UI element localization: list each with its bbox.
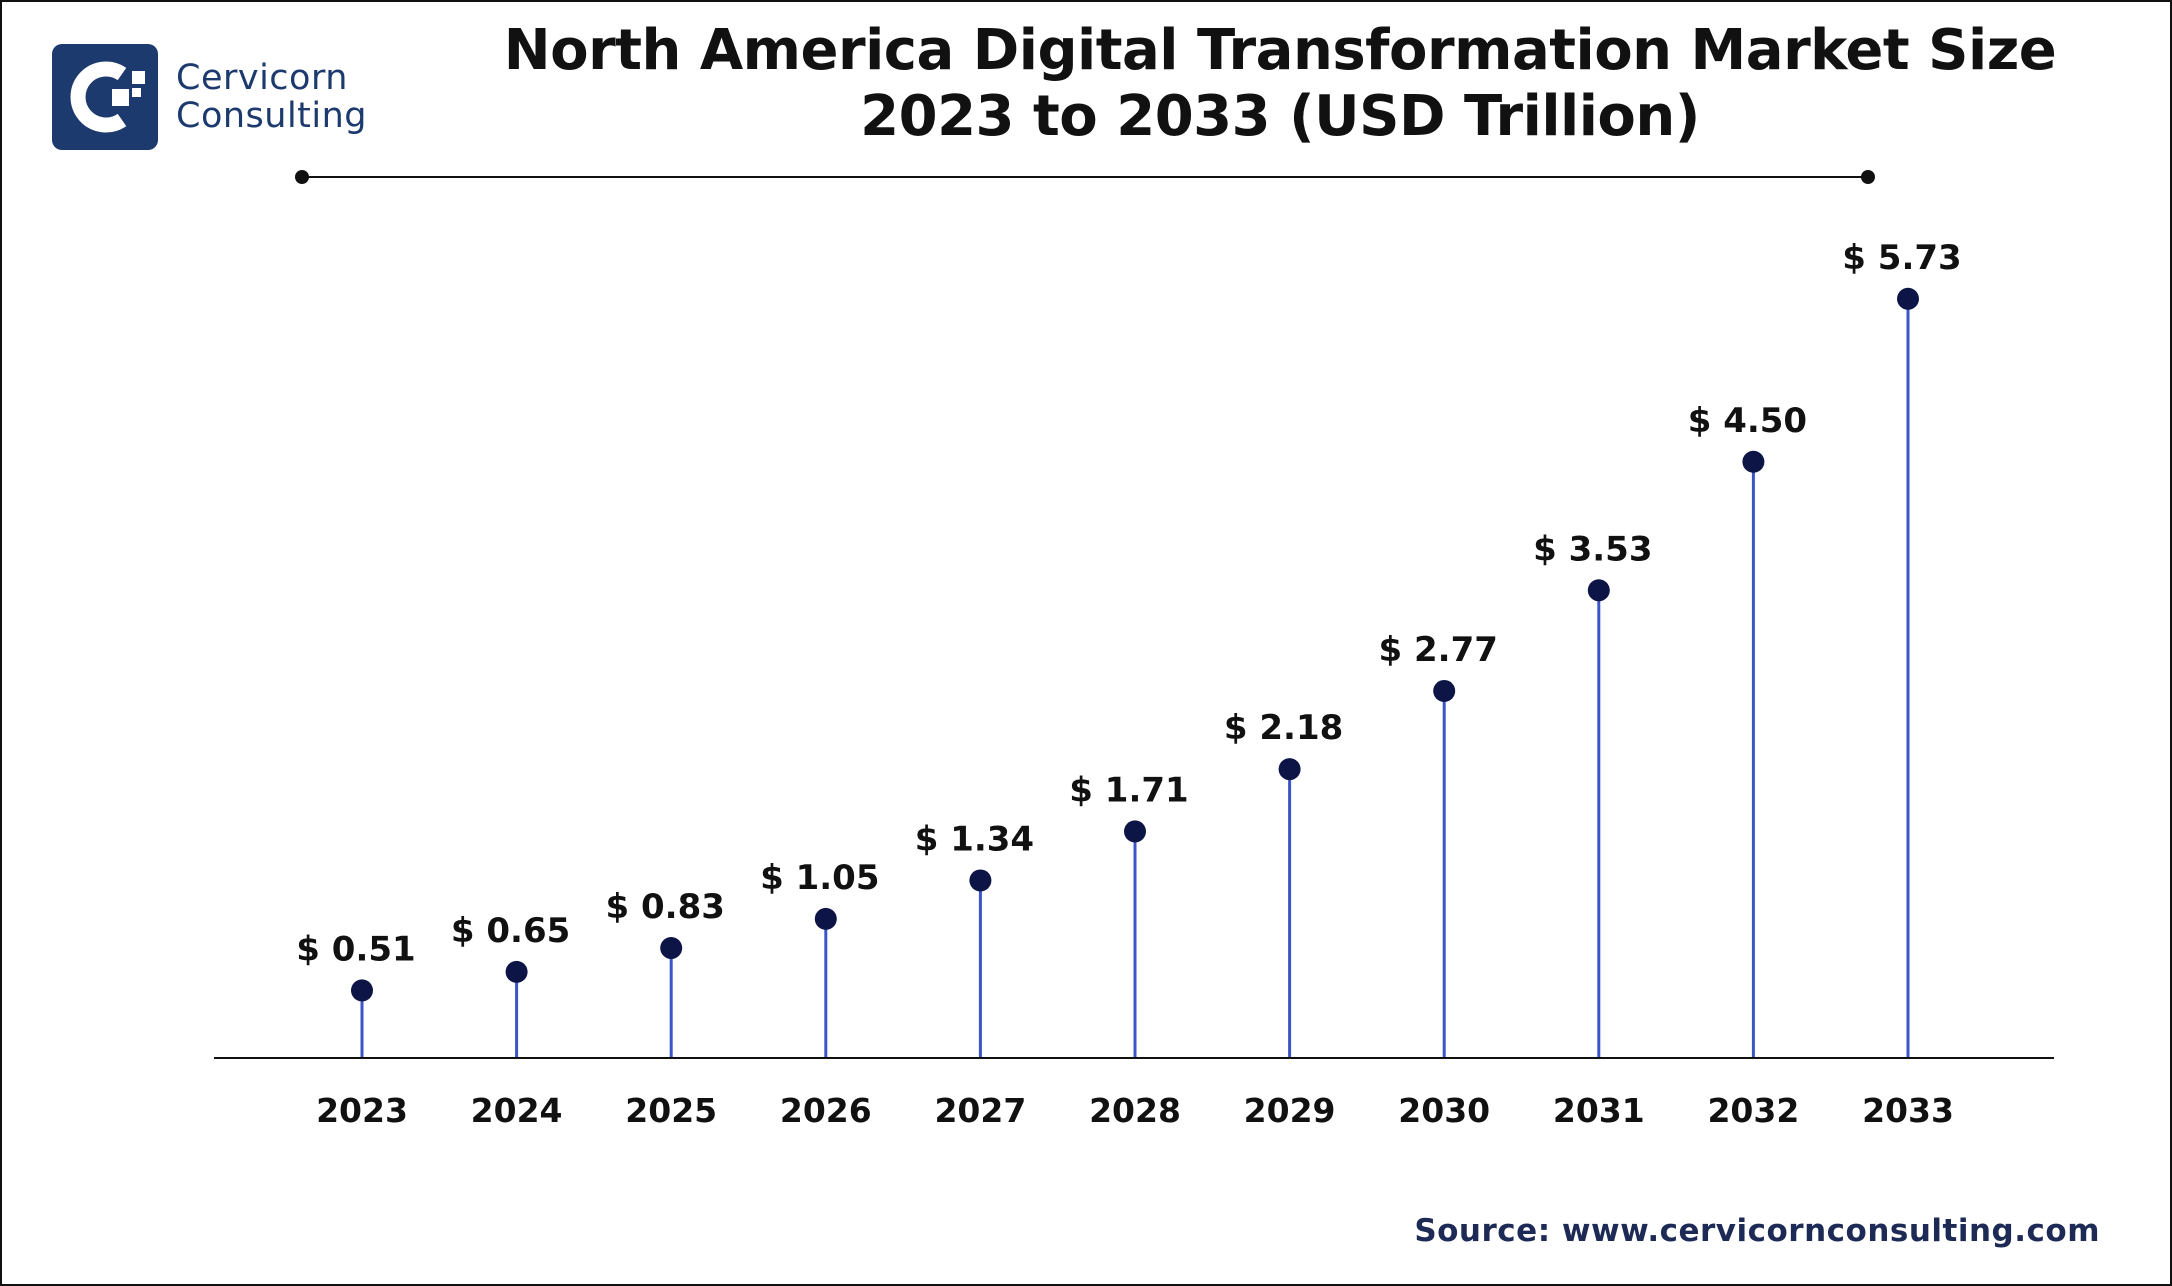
marker-2025	[660, 937, 683, 960]
data-label-2032: $ 4.50	[1688, 401, 1807, 441]
marker-2031	[1587, 579, 1610, 602]
x-tick-label-2033: 2033	[1862, 1091, 1954, 1130]
data-label-2030: $ 2.77	[1379, 630, 1498, 670]
brand-name-line2: Consulting	[176, 96, 368, 136]
data-label-2033: $ 5.73	[1842, 238, 1961, 278]
marker-2027	[969, 869, 992, 892]
x-tick-label-2024: 2024	[471, 1091, 563, 1130]
marker-2024	[505, 960, 528, 983]
x-tick-label-2032: 2032	[1707, 1091, 1799, 1130]
cervicorn-logo-icon	[52, 44, 158, 150]
x-tick-label-2031: 2031	[1553, 1091, 1645, 1130]
marker-2028	[1124, 820, 1146, 843]
x-tick-label-2025: 2025	[625, 1091, 717, 1130]
marker-2023	[351, 979, 373, 1002]
data-label-2023: $ 0.51	[296, 929, 415, 969]
source-note: Source: www.cervicornconsulting.com	[1414, 1213, 2100, 1249]
brand-name-line1: Cervicorn	[176, 58, 348, 98]
data-label-2027: $ 1.34	[915, 819, 1034, 859]
title-divider-dot-right	[1861, 170, 1875, 184]
x-tick-label-2029: 2029	[1244, 1091, 1336, 1130]
chart-title-line2: 2023 to 2033 (USD Trillion)	[860, 84, 1700, 149]
marker-2032	[1742, 450, 1765, 473]
x-tick-label-2023: 2023	[316, 1091, 408, 1130]
data-label-2024: $ 0.65	[451, 911, 570, 951]
marker-2029	[1278, 758, 1301, 781]
data-label-2029: $ 2.18	[1224, 708, 1343, 748]
marker-2026	[814, 907, 837, 930]
data-label-2031: $ 3.53	[1533, 529, 1652, 569]
data-label-2028: $ 1.71	[1069, 770, 1188, 810]
marker-2030	[1433, 679, 1456, 702]
brand-name: Cervicorn Consulting	[176, 59, 367, 135]
x-tick-label-2027: 2027	[934, 1091, 1026, 1130]
chart-title: North America Digital Transformation Mar…	[430, 18, 2130, 150]
title-divider-dot-left	[295, 170, 309, 184]
x-tick-label-2028: 2028	[1089, 1091, 1181, 1130]
x-tick-label-2026: 2026	[780, 1091, 872, 1130]
x-tick-label-2030: 2030	[1398, 1091, 1490, 1130]
brand-logo: Cervicorn Consulting	[52, 44, 367, 150]
chart-title-line1: North America Digital Transformation Mar…	[503, 18, 2057, 83]
data-label-2026: $ 1.05	[760, 858, 879, 898]
data-label-2025: $ 0.83	[606, 887, 725, 927]
marker-2033	[1897, 287, 1919, 310]
